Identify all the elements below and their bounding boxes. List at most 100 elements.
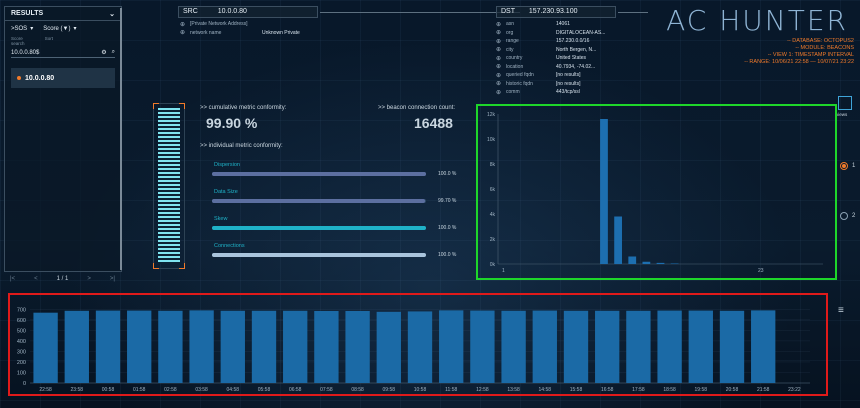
x-tick-label: 16:58 — [601, 387, 614, 393]
y-tick-label: 200 — [17, 360, 26, 366]
views-icon[interactable] — [838, 96, 852, 110]
dst-detail-key: country — [506, 55, 523, 62]
src-detail-value: Unknown Private — [262, 29, 300, 36]
sort-sublabel: Sort — [44, 36, 54, 41]
expand-icon[interactable]: ⊕ — [180, 30, 186, 37]
y-tick-label: 4k — [490, 212, 496, 218]
result-item[interactable]: 10.0.0.80 — [11, 68, 115, 88]
search-icon[interactable]: ⌕ — [111, 49, 115, 55]
x-tick-label: 21:58 — [757, 387, 770, 393]
sort-by-dropdown[interactable]: >SOS ▾ — [11, 25, 34, 33]
x-tick-label: 02:58 — [164, 387, 177, 393]
histogram-bar — [600, 119, 608, 264]
hourly-bar — [95, 310, 121, 383]
search-sublabel: search — [11, 41, 25, 46]
x-tick-label: 23:22 — [788, 387, 801, 393]
dst-detail-key: historic fqdn — [506, 80, 533, 87]
search-input[interactable]: 10.0.0.80$ ⚙ ⌕ — [11, 48, 115, 58]
y-tick-label: 100 — [17, 370, 26, 376]
dst-detail-key: org — [506, 29, 514, 36]
hourly-bar — [345, 311, 370, 383]
hourly-chart-svg: 0 100 200 300 400 500 600 700 22:58 23:58 00:58 01:… — [17, 307, 810, 393]
dst-detail-value: 40.7934, -74.02... — [556, 63, 596, 70]
hourly-connections-chart: 0 100 200 300 400 500 600 700 22:58 23:58 00:58 01:… — [8, 293, 828, 396]
last-page-button[interactable]: >| — [109, 276, 115, 282]
interval-histogram: 0k 2k 4k 6k 8k 10k 12k 1 23 — [476, 104, 837, 280]
expand-icon[interactable]: ⊕ — [496, 81, 502, 88]
view-1-label: 1 — [852, 163, 856, 169]
view-2-radio[interactable] — [840, 212, 848, 220]
dst-detail-key: queried fqdn — [506, 72, 534, 79]
x-tick-label: 09:58 — [383, 387, 396, 393]
expand-icon[interactable]: ⊕ — [496, 30, 502, 37]
x-tick-label: 06:58 — [289, 387, 302, 393]
prev-page-button[interactable]: < — [34, 276, 38, 282]
dst-detail-value: North Bergen, N... — [556, 46, 597, 53]
x-tick-label: 22:58 — [39, 387, 52, 393]
sort-order-dropdown[interactable]: Score (▼) ▾ — [43, 25, 76, 33]
histogram-svg: 0k 2k 4k 6k 8k 10k 12k 1 23 — [487, 112, 823, 274]
dst-detail-row: ⊕ range 157.230.0.0/16 — [496, 37, 646, 46]
expand-icon[interactable]: ⊕ — [180, 21, 186, 28]
x-tick-label: 04:58 — [227, 387, 240, 393]
hourly-bar — [407, 311, 433, 383]
src-detail-key: [Private Network Address] — [190, 21, 248, 28]
count-value: 16488 — [414, 115, 453, 131]
metric-percent: 100.0 % — [438, 225, 457, 231]
metric-bar — [212, 172, 426, 176]
dst-detail-value: DIGITALOCEAN-AS... — [556, 29, 606, 36]
context-info: -- DATABASE: OCTOPUS2 -- MODULE: BEACONS -… — [674, 38, 854, 66]
results-scrollbar[interactable] — [120, 8, 122, 270]
hourly-bar — [64, 310, 89, 383]
metric-bar-fill — [212, 199, 426, 203]
expand-icon[interactable]: ⊕ — [496, 38, 502, 45]
expand-icon[interactable]: ⊕ — [496, 47, 502, 54]
x-tick-label: 17:58 — [632, 387, 645, 393]
x-tick-label: 18:58 — [663, 387, 676, 393]
x-tick-label: 11:58 — [445, 387, 457, 393]
y-tick-label: 8k — [490, 162, 496, 168]
y-tick-label: 500 — [17, 328, 26, 334]
expand-icon[interactable]: ⊕ — [496, 55, 502, 62]
expand-icon[interactable]: ⊕ — [496, 64, 502, 71]
search-value: 10.0.0.80$ — [11, 49, 40, 56]
dst-detail-value: [no results] — [556, 80, 581, 87]
hourly-bar — [439, 310, 464, 383]
score-sublabel: Score — [11, 36, 23, 41]
sort-order-value: Score (▼) — [43, 25, 71, 32]
hourly-bar — [688, 310, 713, 383]
x-tick-label: 08:58 — [351, 387, 364, 393]
view-1-radio[interactable] — [840, 162, 848, 170]
results-panel: RESULTS ⌄ >SOS ▾ Score (▼) ▾ Score Sort … — [4, 6, 122, 272]
x-tick-label: 07:58 — [320, 387, 333, 393]
dst-detail-row: ⊕ org DIGITALOCEAN-AS... — [496, 29, 646, 38]
x-tick-label: 00:58 — [102, 387, 115, 393]
expand-icon[interactable]: ⊕ — [496, 89, 502, 96]
dst-detail-row: ⊕ location 40.7934, -74.02... — [496, 63, 646, 72]
expand-icon[interactable]: ⊕ — [496, 21, 502, 28]
dst-detail-key: comm — [506, 89, 520, 96]
dst-ip: 157.230.93.100 — [528, 8, 578, 15]
histogram-bar — [656, 262, 665, 264]
page-indicator: 1 / 1 — [56, 276, 69, 282]
cumulative-label: >> cumulative metric conformity: — [200, 105, 287, 111]
cumulative-value: 99.90 % — [206, 115, 258, 131]
first-page-button[interactable]: |< — [10, 276, 16, 282]
expand-icon[interactable]: ⊕ — [496, 72, 502, 79]
x-tick-label: 15:58 — [570, 387, 583, 393]
menu-icon[interactable]: ≡ — [838, 305, 844, 316]
dst-detail-row: ⊕ historic fqdn [no results] — [496, 80, 646, 89]
y-tick-label: 600 — [17, 318, 26, 324]
dst-detail-value: 157.230.0.0/16 — [556, 38, 590, 45]
hourly-bar — [283, 310, 308, 383]
settings-icon[interactable]: ⚙ — [101, 50, 107, 56]
chevron-down-icon: ▾ — [30, 26, 34, 32]
collapse-icon[interactable]: ⌄ — [109, 11, 115, 18]
next-page-button[interactable]: > — [87, 276, 91, 282]
metric-bar — [212, 253, 426, 257]
dst-detail-row: ⊕ asn 14061 — [496, 20, 646, 29]
metric-name: Skew — [214, 216, 228, 222]
dst-detail-row: ⊕ country United States — [496, 54, 646, 63]
metric-name: Connections — [214, 243, 245, 249]
dst-detail-value: [no results] — [556, 72, 581, 79]
